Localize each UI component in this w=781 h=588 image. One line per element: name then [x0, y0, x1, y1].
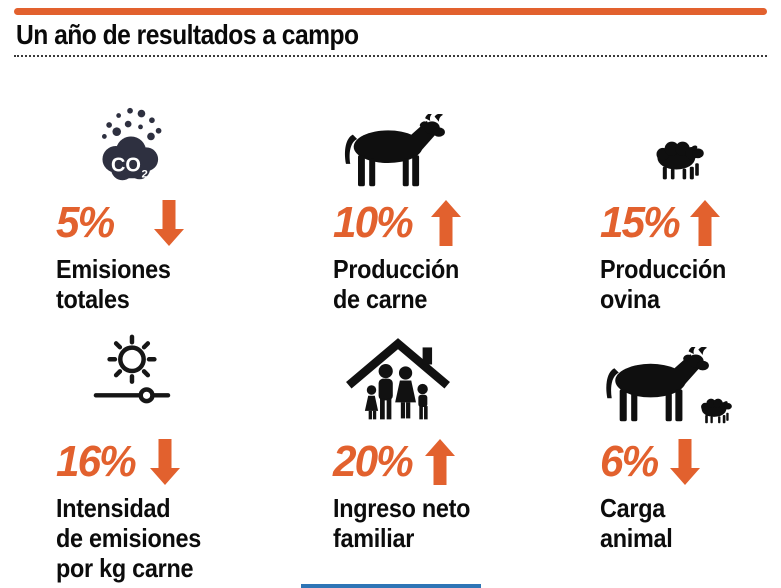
stat-value: 20%: [333, 437, 414, 486]
dotted-divider: [14, 55, 767, 57]
svg-text:CO: CO: [111, 155, 141, 177]
bottom-divider: [300, 584, 481, 588]
stat-value: 6%: [600, 437, 659, 486]
stat-card-carga-animal: 6% Carga animal: [554, 315, 781, 588]
stat-card-produccion-ovina: 15% Producción ovina: [554, 70, 781, 315]
stat-value: 16%: [56, 437, 137, 486]
sun-slider-icon: [93, 334, 171, 404]
family-home-icon: [346, 338, 450, 420]
co2-cloud-icon: CO 2: [101, 107, 162, 180]
page-title: Un año de resultados a campo: [16, 19, 359, 50]
arrow-up-icon: [690, 200, 721, 246]
stat-card-produccion-carne: 10% Producción de carne: [278, 70, 554, 315]
top-accent-bar: [14, 8, 767, 15]
icon-box: [333, 70, 554, 188]
stat-card-emisiones-totales: CO 2 5% Emisiones totales: [0, 70, 278, 315]
stat-row: 15%: [600, 194, 781, 252]
icon-box: [56, 315, 278, 427]
stat-label: Producción de carne: [333, 254, 460, 315]
svg-text:2: 2: [141, 168, 147, 180]
stat-row: 16%: [56, 433, 278, 491]
icon-box: [333, 315, 554, 427]
stat-row: 10%: [333, 194, 554, 252]
stat-label: Ingreso neto familiar: [333, 493, 471, 554]
stats-grid: CO 2 5% Emisiones totales: [0, 70, 781, 588]
sheep-icon: [656, 141, 704, 180]
stat-row: 5%: [56, 194, 278, 252]
arrow-up-icon: [425, 439, 456, 485]
icon-box: CO 2: [56, 70, 278, 188]
stat-card-intensidad-emisiones: 16% Intensidad de emisiones por kg carne: [0, 315, 278, 588]
stat-label: Intensidad de emisiones por kg carne: [56, 493, 202, 584]
icon-box: [600, 70, 781, 188]
stat-value: 5%: [56, 198, 115, 247]
stat-row: 20%: [333, 433, 554, 491]
arrow-down-icon: [669, 439, 700, 485]
icon-box: [600, 315, 781, 427]
stat-label: Producción ovina: [600, 254, 727, 315]
stat-value: 15%: [600, 198, 681, 247]
stat-label: Carga animal: [600, 493, 673, 554]
cow-sheep-icon: [606, 347, 732, 424]
arrow-down-icon: [150, 439, 181, 485]
cow-icon: [344, 114, 445, 187]
arrow-up-icon: [431, 200, 462, 246]
stat-label: Emisiones totales: [56, 254, 171, 315]
arrow-down-icon: [153, 200, 184, 246]
stat-row: 6%: [600, 433, 781, 491]
stat-value: 10%: [333, 198, 414, 247]
stat-card-ingreso-neto: 20% Ingreso neto familiar: [278, 315, 554, 588]
